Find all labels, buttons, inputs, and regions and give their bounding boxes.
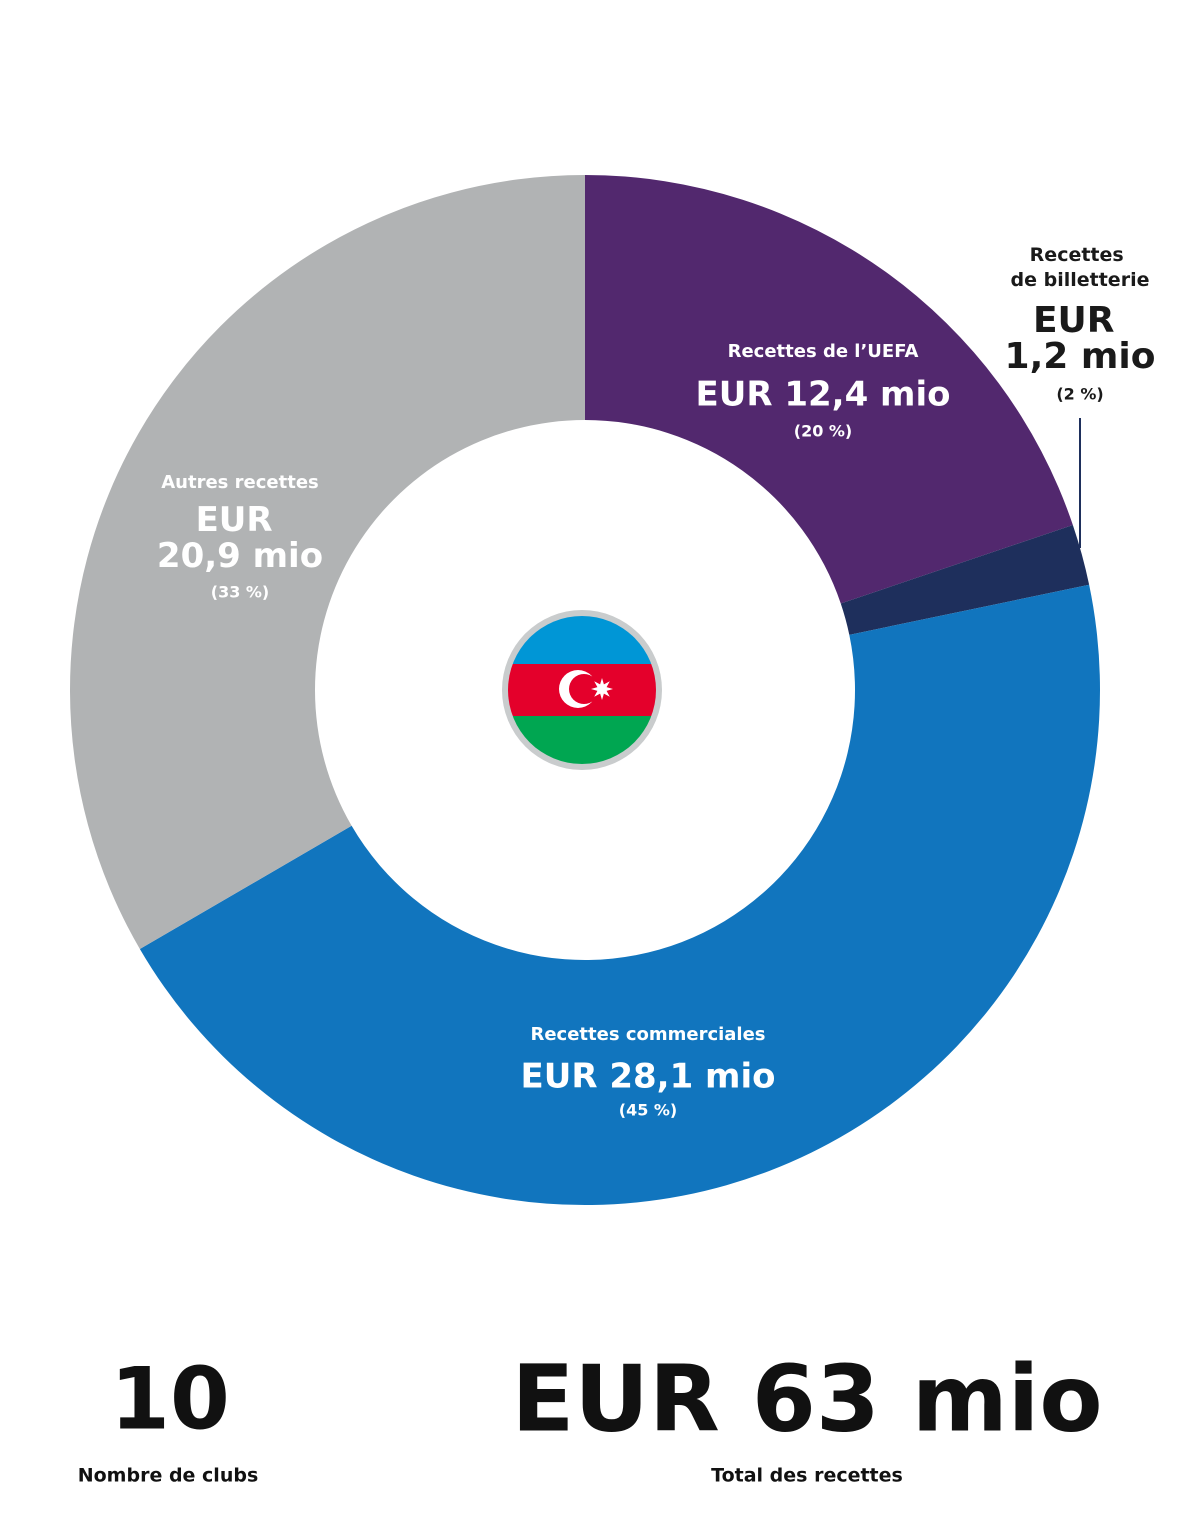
- star: [591, 678, 613, 700]
- stat-value: EUR 63 mio: [511, 1345, 1102, 1452]
- value-label: EUR 1,2 mio: [1005, 300, 1156, 377]
- value-label: EUR 12,4 mio: [695, 375, 950, 415]
- stat-value: 10: [110, 1349, 230, 1449]
- crescent: [569, 674, 599, 704]
- slice-label: Recettes de l’UEFA: [728, 341, 919, 362]
- slice: [840, 524, 1090, 635]
- slice-label: Autres recettes: [161, 472, 319, 493]
- donut: [70, 175, 1100, 1205]
- slice: [70, 175, 585, 949]
- stat-label: Total des recettes: [711, 1465, 903, 1487]
- percentage-label: (20 %): [794, 422, 853, 441]
- slice-label: Recettes commerciales: [530, 1024, 765, 1045]
- percentage-label: (33 %): [211, 583, 270, 602]
- flag: [502, 610, 662, 770]
- value-label: EUR 28,1 mio: [520, 1057, 775, 1097]
- value-label: EUR 20,9 mio: [157, 500, 323, 576]
- slice: [139, 584, 1100, 1205]
- stat-label: Nombre de clubs: [78, 1465, 259, 1487]
- percentage-label: (45 %): [619, 1101, 678, 1120]
- slice: [585, 175, 1073, 604]
- slice-label: Recettes de billetterie: [1011, 244, 1150, 291]
- percentage-label: (2 %): [1056, 385, 1103, 404]
